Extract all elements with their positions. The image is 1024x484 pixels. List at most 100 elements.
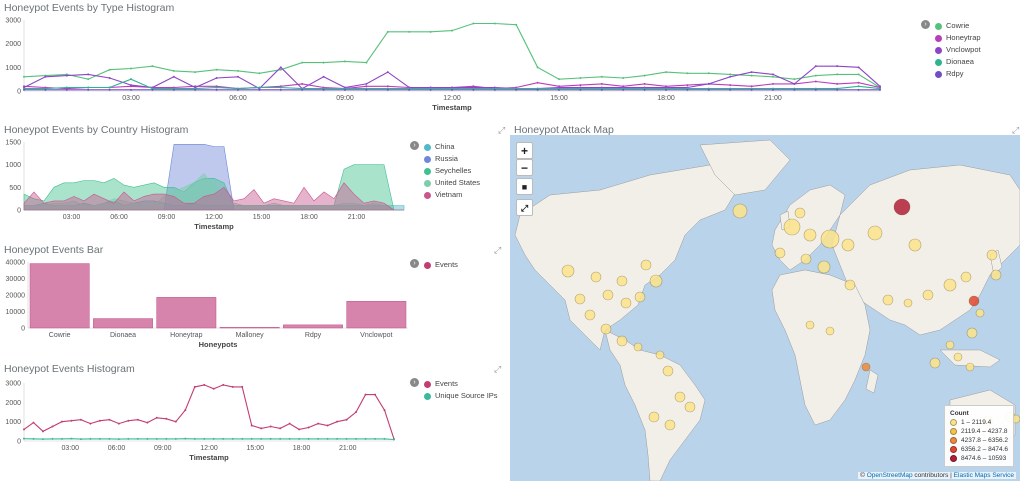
data-point[interactable]	[70, 419, 73, 422]
map-marker[interactable]	[684, 401, 696, 413]
data-point[interactable]	[857, 81, 860, 84]
data-point[interactable]	[260, 437, 263, 440]
data-point[interactable]	[288, 422, 291, 425]
data-point[interactable]	[836, 73, 839, 76]
data-point[interactable]	[194, 71, 197, 74]
data-point[interactable]	[279, 68, 282, 71]
line-series-unique-source-ips[interactable]	[23, 438, 395, 441]
legend-item[interactable]: Russia	[424, 153, 480, 165]
data-point[interactable]	[322, 88, 325, 91]
data-point[interactable]	[130, 78, 132, 81]
data-point[interactable]	[364, 393, 367, 396]
data-point[interactable]	[155, 437, 158, 440]
data-point[interactable]	[203, 383, 206, 386]
data-point[interactable]	[836, 65, 839, 68]
map-marker[interactable]	[664, 419, 676, 431]
data-point[interactable]	[298, 437, 301, 440]
expand-icon[interactable]: ⤢	[498, 125, 506, 135]
data-point[interactable]	[879, 85, 881, 88]
map-marker[interactable]	[945, 340, 955, 350]
legend-item[interactable]: Events	[424, 259, 458, 271]
data-point[interactable]	[386, 30, 389, 33]
data-point[interactable]	[98, 419, 101, 422]
data-point[interactable]	[345, 418, 348, 421]
map-marker[interactable]	[640, 259, 652, 271]
data-point[interactable]	[222, 437, 225, 440]
data-point[interactable]	[386, 71, 389, 74]
data-point[interactable]	[51, 425, 54, 428]
data-point[interactable]	[336, 437, 339, 440]
data-point[interactable]	[336, 420, 339, 423]
data-point[interactable]	[172, 88, 175, 91]
data-point[interactable]	[493, 22, 496, 25]
data-point[interactable]	[79, 418, 82, 421]
data-point[interactable]	[515, 88, 518, 91]
zoom-in-button[interactable]: +	[516, 142, 533, 159]
data-point[interactable]	[579, 84, 582, 87]
data-point[interactable]	[536, 88, 539, 91]
map-marker[interactable]	[774, 247, 786, 259]
data-point[interactable]	[23, 428, 25, 431]
data-point[interactable]	[146, 421, 149, 424]
chevron-right-icon[interactable]: ›	[921, 20, 930, 29]
data-point[interactable]	[279, 427, 282, 430]
data-point[interactable]	[383, 437, 386, 440]
legend-item[interactable]: Unique Source IPs	[424, 390, 498, 402]
data-point[interactable]	[241, 385, 244, 388]
data-point[interactable]	[374, 393, 377, 396]
data-point[interactable]	[237, 75, 239, 78]
legend-item[interactable]: China	[424, 141, 480, 153]
data-point[interactable]	[151, 65, 154, 68]
data-point[interactable]	[365, 88, 368, 91]
data-point[interactable]	[317, 437, 320, 440]
bar-honeytrap[interactable]	[156, 297, 217, 329]
map-marker[interactable]	[893, 198, 911, 216]
data-point[interactable]	[772, 82, 774, 85]
data-point[interactable]	[215, 88, 218, 91]
data-point[interactable]	[127, 437, 130, 440]
data-point[interactable]	[344, 88, 346, 91]
data-point[interactable]	[117, 422, 120, 425]
expand-icon[interactable]: ⤢	[1012, 125, 1020, 135]
attack-map[interactable]: + − ■ ⤢ Count 1 – 2119.4 2119.4 – 4237.8 4…	[510, 135, 1020, 481]
map-marker[interactable]	[882, 294, 894, 306]
area-series-china[interactable]	[23, 200, 405, 211]
map-marker[interactable]	[975, 308, 985, 318]
map-marker[interactable]	[783, 218, 801, 236]
data-point[interactable]	[374, 437, 377, 440]
legend-item[interactable]: Events	[424, 378, 498, 390]
data-point[interactable]	[750, 71, 753, 74]
data-point[interactable]	[258, 72, 261, 75]
data-point[interactable]	[365, 61, 368, 64]
map-marker[interactable]	[794, 207, 806, 219]
data-point[interactable]	[87, 86, 90, 89]
data-point[interactable]	[288, 437, 291, 440]
data-point[interactable]	[772, 88, 774, 91]
data-point[interactable]	[665, 88, 667, 91]
data-point[interactable]	[429, 30, 432, 33]
data-point[interactable]	[643, 88, 646, 91]
map-marker[interactable]	[820, 229, 840, 249]
data-point[interactable]	[686, 84, 689, 87]
data-point[interactable]	[472, 22, 475, 25]
area-series-vietnam[interactable]	[23, 182, 404, 211]
zoom-out-button[interactable]: −	[516, 159, 533, 176]
data-point[interactable]	[622, 76, 625, 79]
data-point[interactable]	[215, 86, 218, 89]
data-point[interactable]	[194, 88, 197, 91]
map-marker[interactable]	[616, 335, 628, 347]
data-point[interactable]	[23, 88, 25, 91]
map-marker[interactable]	[965, 362, 975, 372]
map-marker[interactable]	[616, 275, 628, 287]
data-point[interactable]	[729, 75, 732, 78]
data-point[interactable]	[87, 88, 90, 91]
data-point[interactable]	[87, 78, 90, 81]
data-point[interactable]	[23, 75, 25, 78]
data-point[interactable]	[146, 437, 149, 440]
data-point[interactable]	[879, 88, 881, 91]
data-point[interactable]	[750, 88, 753, 91]
data-point[interactable]	[231, 437, 234, 440]
bar-malloney[interactable]	[219, 327, 280, 329]
data-point[interactable]	[79, 438, 82, 441]
map-marker[interactable]	[841, 238, 855, 252]
